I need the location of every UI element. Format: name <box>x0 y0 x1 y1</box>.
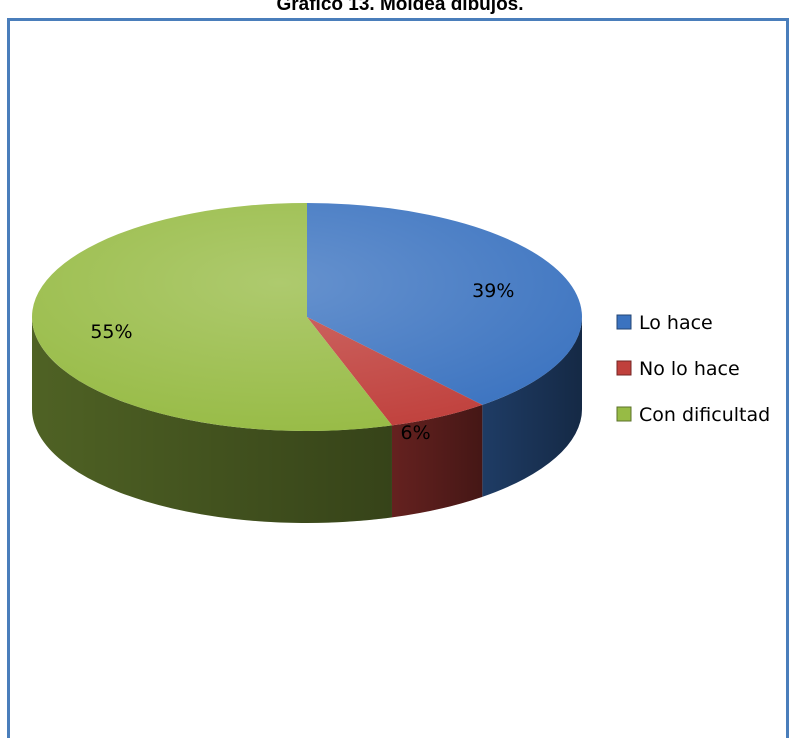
legend-swatch <box>616 360 632 376</box>
pie-side-shade <box>32 317 392 523</box>
chart-frame <box>7 18 789 738</box>
legend-label: Con dificultad <box>639 404 770 426</box>
legend-item-no-lo-hace[interactable]: No lo hace <box>616 358 740 380</box>
pie-chart: 39% 6% 55% Lo hace No lo hace Con dificultad <box>32 203 770 523</box>
chart-title: Gráfico 13. Moldea dibujos. <box>276 0 524 15</box>
data-label-con-dificultad: 55% <box>90 321 132 343</box>
pie-side-shade <box>482 317 582 497</box>
pie-sides <box>32 317 582 523</box>
legend-swatch <box>616 314 632 330</box>
pie-side-shade <box>391 404 483 518</box>
legend-label: No lo hace <box>639 358 740 380</box>
legend-item-con-dificultad[interactable]: Con dificultad <box>616 404 770 426</box>
legend-item-lo-hace[interactable]: Lo hace <box>616 312 713 334</box>
legend-swatch <box>616 406 632 422</box>
pie-labels: 39% 6% 55% <box>90 280 514 444</box>
legend: Lo hace No lo hace Con dificultad <box>616 312 770 426</box>
data-label-no-lo-hace: 6% <box>401 422 431 444</box>
chart-page: Gráfico 13. Moldea dibujos. 39% 6% 55% Lo … <box>7 0 789 738</box>
pie-top-shine <box>32 203 582 431</box>
pie-top <box>32 203 582 431</box>
legend-label: Lo hace <box>639 312 713 334</box>
data-label-lo-hace: 39% <box>472 280 514 302</box>
